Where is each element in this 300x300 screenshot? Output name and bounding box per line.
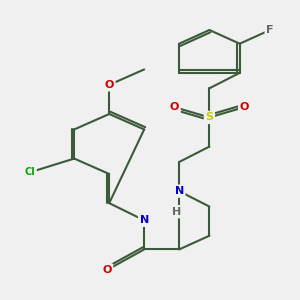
Text: S: S [206, 112, 213, 122]
Text: O: O [240, 102, 249, 112]
Text: O: O [102, 265, 112, 275]
Text: F: F [266, 25, 274, 35]
Text: N: N [140, 215, 149, 225]
Text: O: O [170, 102, 179, 112]
Text: N: N [175, 186, 184, 196]
Text: Cl: Cl [25, 167, 35, 177]
Text: H: H [172, 207, 182, 217]
Text: O: O [104, 80, 114, 90]
